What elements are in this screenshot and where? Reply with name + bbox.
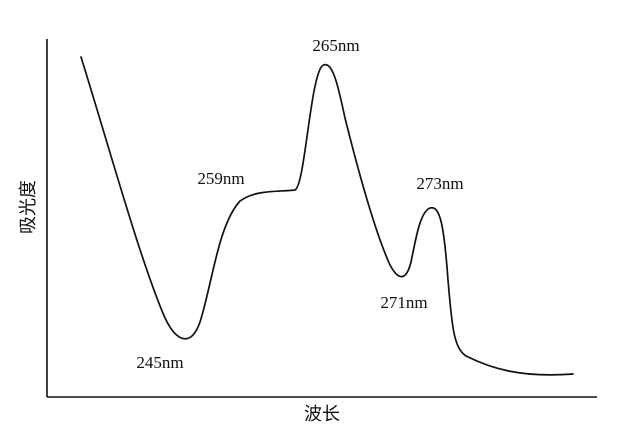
peak-label-273nm: 273nm xyxy=(416,174,463,193)
peak-label-271nm: 271nm xyxy=(380,293,427,312)
x-axis-label: 波长 xyxy=(304,404,340,425)
peak-label-259nm: 259nm xyxy=(197,169,244,188)
peak-label-245nm: 245nm xyxy=(136,353,183,372)
spectrum-curve xyxy=(80,56,574,376)
y-axis-label: 吸光度 xyxy=(18,180,39,234)
peak-label-265nm: 265nm xyxy=(312,36,359,55)
